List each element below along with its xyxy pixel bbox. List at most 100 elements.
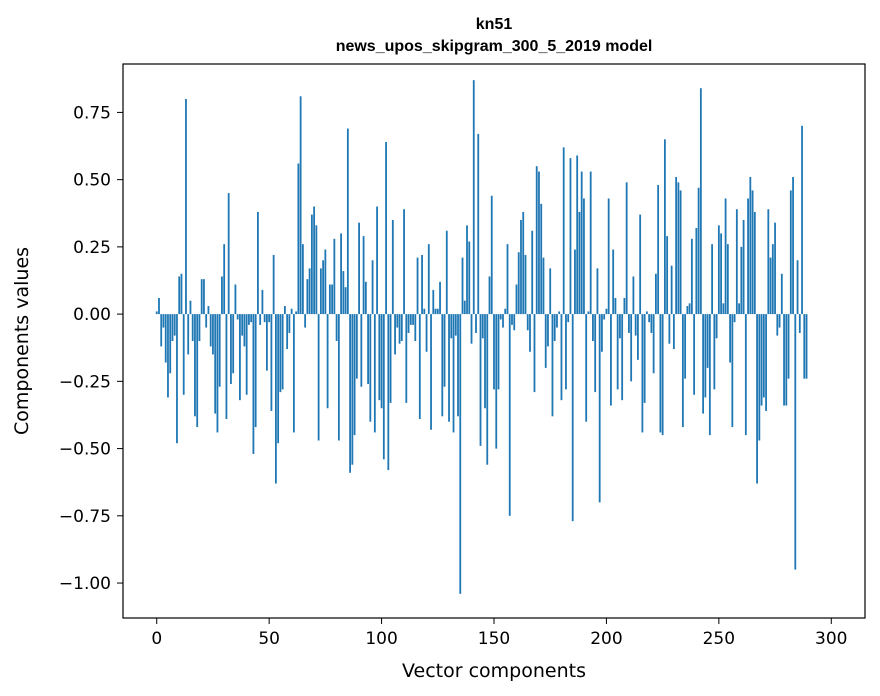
bar bbox=[565, 314, 567, 390]
bar bbox=[290, 308, 293, 315]
bar bbox=[245, 314, 248, 395]
bar bbox=[162, 314, 165, 328]
bar bbox=[517, 252, 520, 315]
bar bbox=[409, 314, 412, 325]
bar bbox=[571, 314, 574, 522]
bar bbox=[614, 297, 617, 315]
bar bbox=[535, 166, 538, 315]
bar bbox=[623, 297, 626, 315]
bar bbox=[198, 314, 201, 341]
bar bbox=[355, 314, 358, 379]
bar bbox=[796, 260, 799, 315]
bar bbox=[470, 314, 473, 344]
bar bbox=[556, 314, 558, 328]
bar bbox=[695, 228, 698, 315]
bar bbox=[461, 257, 464, 315]
bar bbox=[223, 244, 226, 315]
bar bbox=[756, 314, 758, 484]
bar bbox=[454, 314, 457, 336]
bar bbox=[360, 314, 363, 387]
bar bbox=[610, 314, 612, 406]
bar bbox=[322, 260, 325, 315]
bar bbox=[261, 289, 264, 315]
bar bbox=[275, 314, 277, 484]
bar bbox=[418, 314, 421, 419]
bar bbox=[218, 314, 221, 387]
bar bbox=[396, 314, 399, 328]
bar bbox=[209, 314, 212, 347]
bar bbox=[351, 314, 354, 465]
bar bbox=[751, 190, 754, 315]
bar bbox=[583, 198, 585, 315]
y-tick-label: −0.75 bbox=[59, 507, 111, 527]
bar bbox=[603, 314, 606, 320]
bar bbox=[533, 314, 536, 393]
y-tick-label: −0.25 bbox=[59, 372, 111, 392]
bar bbox=[668, 314, 671, 344]
bar bbox=[729, 314, 731, 363]
bar bbox=[598, 314, 601, 503]
x-tick-label: 0 bbox=[151, 629, 162, 649]
bar bbox=[785, 314, 788, 406]
bar bbox=[744, 314, 747, 436]
bar bbox=[677, 182, 680, 315]
bar bbox=[232, 314, 235, 374]
bar bbox=[659, 314, 662, 433]
bar bbox=[326, 314, 329, 409]
bar bbox=[346, 128, 349, 315]
bar bbox=[315, 225, 318, 315]
bar bbox=[308, 268, 311, 315]
bar bbox=[497, 314, 500, 390]
bar bbox=[789, 190, 792, 315]
bar bbox=[378, 314, 381, 401]
bar bbox=[601, 314, 603, 352]
bar bbox=[747, 198, 749, 315]
bar bbox=[394, 314, 396, 355]
bar bbox=[405, 314, 408, 403]
bar bbox=[544, 314, 547, 368]
bar bbox=[699, 88, 702, 315]
bar bbox=[486, 314, 489, 465]
bar bbox=[414, 314, 417, 341]
bar bbox=[254, 314, 257, 428]
bar bbox=[313, 206, 316, 315]
bar bbox=[504, 308, 507, 315]
bar bbox=[472, 80, 475, 315]
bar bbox=[425, 314, 428, 352]
bar bbox=[252, 314, 255, 454]
bar bbox=[427, 244, 430, 315]
bar bbox=[266, 314, 268, 371]
bar bbox=[391, 219, 394, 315]
bar bbox=[445, 230, 448, 315]
bar bbox=[783, 314, 785, 406]
bar bbox=[515, 284, 518, 315]
bar bbox=[481, 314, 484, 339]
bar bbox=[506, 244, 509, 315]
bar bbox=[717, 225, 720, 315]
bar bbox=[371, 260, 374, 315]
bar bbox=[580, 171, 583, 315]
bar bbox=[724, 198, 727, 315]
bar bbox=[277, 314, 280, 444]
bar bbox=[288, 314, 291, 333]
bar bbox=[403, 209, 405, 315]
bar bbox=[373, 314, 376, 433]
bar bbox=[310, 214, 313, 315]
bar bbox=[448, 314, 450, 422]
bar bbox=[331, 284, 334, 315]
bar bbox=[340, 233, 342, 315]
bar bbox=[463, 300, 466, 315]
bar bbox=[499, 314, 502, 320]
bar bbox=[778, 314, 781, 328]
bar bbox=[549, 268, 552, 315]
bar bbox=[382, 314, 385, 460]
chart-subtitle: news_upos_skipgram_300_5_2019 model bbox=[336, 38, 653, 55]
bar bbox=[441, 314, 444, 417]
bar bbox=[508, 314, 511, 516]
bar bbox=[612, 249, 615, 315]
bar bbox=[765, 314, 767, 411]
bar bbox=[502, 314, 504, 328]
bar bbox=[259, 314, 262, 325]
bar bbox=[666, 236, 669, 315]
